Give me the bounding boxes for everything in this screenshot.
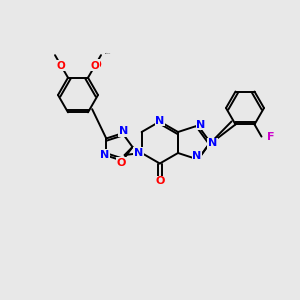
Text: N: N: [119, 126, 128, 136]
Text: methoxy: methoxy: [105, 53, 111, 54]
Text: N: N: [100, 149, 109, 160]
Text: N: N: [208, 139, 217, 148]
Text: N: N: [134, 148, 143, 158]
Text: N: N: [196, 119, 206, 130]
Text: O: O: [57, 61, 65, 70]
Text: O: O: [117, 158, 126, 168]
Text: O: O: [93, 60, 101, 70]
Text: O: O: [91, 61, 99, 70]
Text: N: N: [155, 116, 164, 125]
Text: F: F: [266, 132, 274, 142]
Text: O: O: [155, 176, 164, 187]
Text: N: N: [192, 152, 202, 161]
